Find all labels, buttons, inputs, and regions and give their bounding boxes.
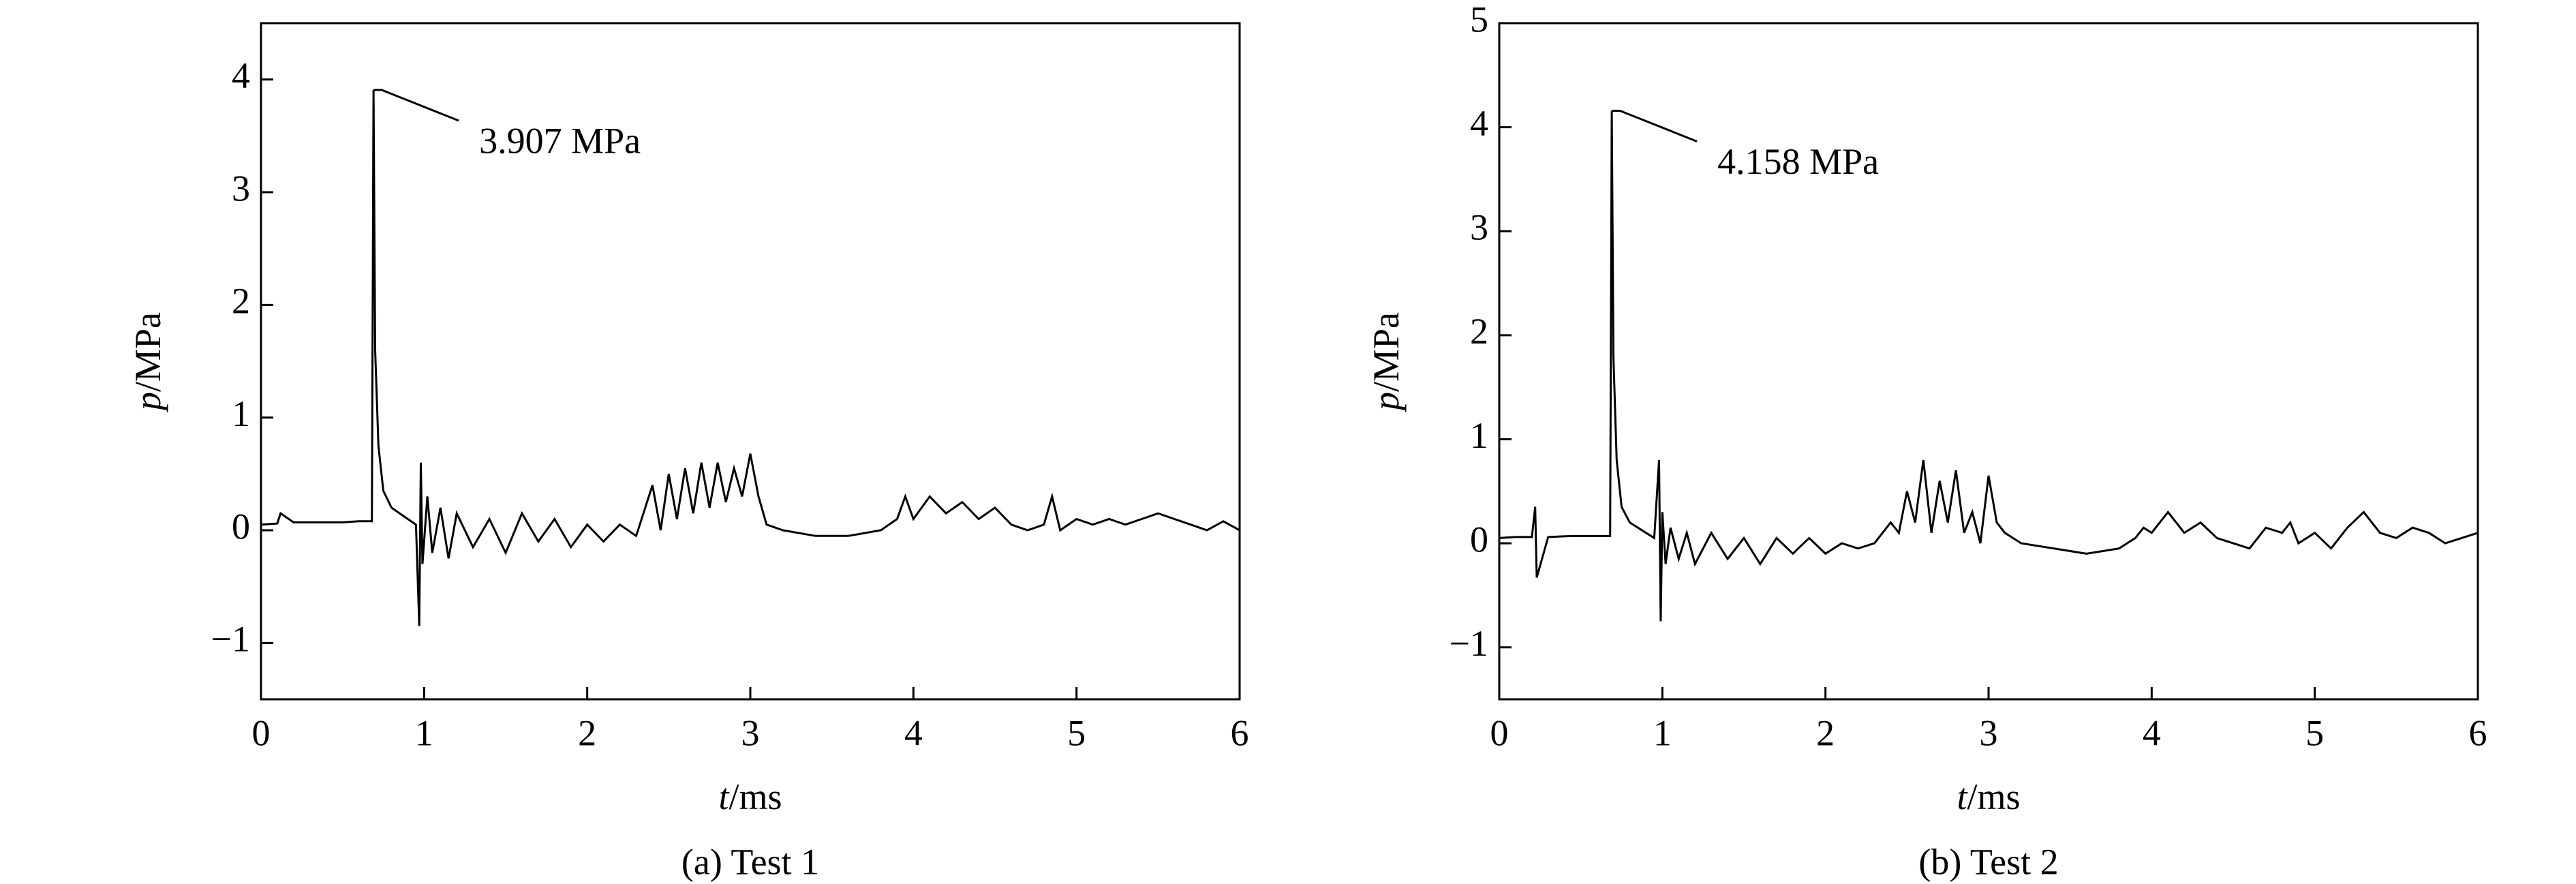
x-tick-label: 2: [1816, 712, 1835, 753]
y-tick-label: 0: [1470, 519, 1488, 560]
annotation-leader: [373, 89, 459, 122]
x-tick-label: 4: [2143, 712, 2161, 753]
y-tick-label: 5: [1470, 0, 1488, 40]
pressure-line: [260, 89, 1240, 626]
x-tick-label: 0: [252, 712, 271, 753]
x-tick-label: 2: [578, 712, 596, 753]
plot-frame: [1498, 22, 2479, 701]
y-tick-label: 0: [232, 506, 250, 547]
plot-frame: [260, 22, 1241, 701]
y-axis-label: p/MPa: [127, 312, 168, 413]
x-tick-label: 6: [2469, 712, 2487, 753]
x-axis-label: t/ms: [1957, 776, 2020, 817]
y-tick-label: 4: [1470, 103, 1488, 144]
x-tick-label: 6: [1231, 712, 1249, 753]
x-tick-label: 5: [1067, 712, 1086, 753]
y-tick-label: −1: [1450, 623, 1488, 664]
x-tick-label: 4: [904, 712, 923, 753]
pressure-line: [1499, 110, 2479, 622]
y-tick-label: 3: [232, 168, 250, 209]
x-tick-label: 3: [741, 712, 760, 753]
x-tick-label: 1: [1653, 712, 1672, 753]
caption: (b) Test 2: [1918, 841, 2058, 882]
x-tick-label: 3: [1980, 712, 1998, 753]
y-tick-label: 4: [232, 55, 250, 96]
y-tick-label: 3: [1470, 207, 1488, 248]
y-tick-label: 2: [1470, 311, 1488, 352]
y-axis-label: p/MPa: [1366, 312, 1407, 413]
annotation-label: 4.158 MPa: [1717, 141, 1879, 182]
y-tick-label: 1: [232, 393, 250, 434]
x-axis-label: t/ms: [718, 776, 782, 817]
y-tick-label: 1: [1470, 415, 1488, 456]
y-tick-label: −1: [211, 619, 250, 660]
y-tick-label: 2: [232, 281, 250, 322]
annotation-leader: [1612, 110, 1698, 142]
x-tick-label: 1: [415, 712, 433, 753]
x-tick-label: 0: [1490, 712, 1509, 753]
caption: (a) Test 1: [681, 841, 819, 882]
x-tick-label: 5: [2305, 712, 2324, 753]
annotation-label: 3.907 MPa: [479, 120, 641, 161]
